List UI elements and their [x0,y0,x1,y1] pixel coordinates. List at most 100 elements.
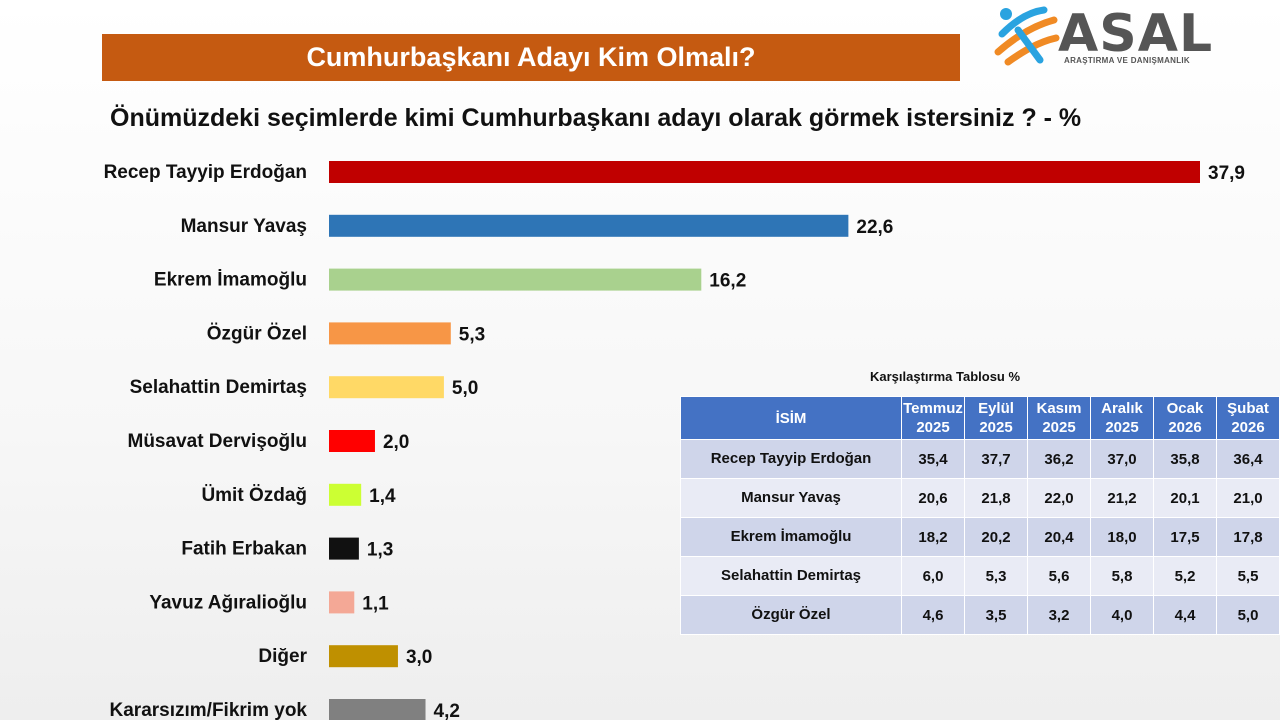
bar [329,322,451,345]
data-label: 3,0 [406,647,432,668]
chart-question: Önümüzdeki seçimlerde kimi Cumhurbaşkanı… [110,104,1082,132]
header-month-name: Eylül [978,400,1014,417]
data-label: 5,0 [452,378,478,399]
data-label: 1,3 [367,540,393,561]
data-label: 2,0 [383,432,409,453]
table-cell: 21,2 [1090,478,1154,518]
header-year: 2026 [1231,419,1265,436]
table-cell: 37,0 [1090,439,1154,479]
table-cell: 35,8 [1153,439,1217,479]
table-cell: 20,2 [964,517,1028,557]
table-row: Recep Tayyip Erdoğan 35,4 37,7 36,2 37,0 35,8… [680,439,1280,479]
category-label: Ümit Özdağ [201,485,307,506]
comparison-table: İSİM Temmuz 2025 Eylül 2025 Kasım 2025 Aralık 2… [680,396,1280,635]
category-label: Diğer [258,646,307,667]
header-year: 2026 [1168,419,1202,436]
category-label: Ekrem İmamoğlu [154,270,307,291]
header-year: 2025 [1105,419,1139,436]
table-row: Ekrem İmamoğlu 18,2 20,2 20,4 18,0 17,5 17,8 [680,517,1280,557]
data-label: 1,4 [369,486,396,507]
header-month: Ocak 2026 [1153,396,1217,440]
header-year: 2025 [1042,419,1076,436]
table-cell: 5,5 [1216,556,1280,596]
data-label: 37,9 [1208,163,1245,184]
table-cell: 5,2 [1153,556,1217,596]
header-month: Kasım 2025 [1027,396,1091,440]
table-cell: 20,4 [1027,517,1091,557]
table-cell: 22,0 [1027,478,1091,518]
row-name: Selahattin Demirtaş [680,556,902,596]
table-row: Özgür Özel 4,6 3,5 3,2 4,0 4,4 5,0 [680,595,1280,635]
header-name: İSİM [680,396,902,440]
row-name: Özgür Özel [680,595,902,635]
table-cell: 17,8 [1216,517,1280,557]
table-cell: 5,3 [964,556,1028,596]
table-cell: 5,6 [1027,556,1091,596]
row-name: Recep Tayyip Erdoğan [680,439,902,479]
data-label: 5,3 [459,324,485,345]
category-label: Kararsızım/Fikrim yok [110,700,308,720]
table-cell: 3,5 [964,595,1028,635]
category-label: Fatih Erbakan [181,539,307,560]
asal-logo: ASAL ARAŞTIRMA VE DANIŞMANLIK [994,4,1224,72]
table-cell: 5,0 [1216,595,1280,635]
bar [329,214,849,237]
data-label: 1,1 [362,593,389,614]
table-cell: 20,6 [901,478,965,518]
data-label: 16,2 [709,271,746,292]
comparison-table-title: Karşılaştırma Tablosu % [870,369,1021,384]
bar [329,645,398,668]
table-cell: 20,1 [1153,478,1217,518]
header-month: Temmuz 2025 [901,396,965,440]
table-cell: 4,0 [1090,595,1154,635]
header-year: 2025 [979,419,1013,436]
logo-subtitle: ARAŞTIRMA VE DANIŞMANLIK [1064,56,1191,65]
title-banner: Cumhurbaşkanı Adayı Kim Olmalı? [102,34,960,81]
header-month: Eylül 2025 [964,396,1028,440]
data-label: 22,6 [856,217,893,238]
table-cell: 21,8 [964,478,1028,518]
row-name: Mansur Yavaş [680,478,902,518]
bar [329,268,702,291]
bar [329,430,375,452]
data-label: 4,2 [434,701,460,720]
category-label: Özgür Özel [207,323,307,344]
header-month: Şubat 2026 [1216,396,1280,440]
category-label: Müsavat Dervişoğlu [128,431,308,452]
table-row: Mansur Yavaş 20,6 21,8 22,0 21,2 20,1 21,0 [680,478,1280,518]
bar [329,483,362,506]
header-month: Aralık 2025 [1090,396,1154,440]
bar [329,161,1200,183]
category-label: Yavuz Ağıralioğlu [149,592,307,613]
table-row: Selahattin Demirtaş 6,0 5,3 5,6 5,8 5,2 5,5 [680,556,1280,596]
bar [329,591,355,614]
logo-mark-icon [994,6,1060,66]
banner-title: Cumhurbaşkanı Adayı Kim Olmalı? [306,42,756,72]
header-month-name: Ocak [1166,400,1204,417]
table-cell: 18,2 [901,517,965,557]
header-year: 2025 [916,419,950,436]
table-cell: 35,4 [901,439,965,479]
table-cell: 18,0 [1090,517,1154,557]
table-cell: 3,2 [1027,595,1091,635]
bar [329,537,359,560]
table-cell: 6,0 [901,556,965,596]
table-cell: 4,6 [901,595,965,635]
category-label: Mansur Yavaş [181,216,307,237]
bar [329,376,444,399]
table-cell: 5,8 [1090,556,1154,596]
table-cell: 21,0 [1216,478,1280,518]
table-cell: 37,7 [964,439,1028,479]
header-month-name: Aralık [1101,400,1143,417]
table-cell: 36,4 [1216,439,1280,479]
table-cell: 36,2 [1027,439,1091,479]
header-month-name: Şubat [1227,400,1269,417]
category-label: Recep Tayyip Erdoğan [104,162,307,183]
bar [329,699,426,720]
category-label: Selahattin Demirtaş [130,377,307,398]
table-cell: 4,4 [1153,595,1217,635]
logo-wordmark: ASAL [1058,4,1214,64]
row-name: Ekrem İmamoğlu [680,517,902,557]
table-cell: 17,5 [1153,517,1217,557]
